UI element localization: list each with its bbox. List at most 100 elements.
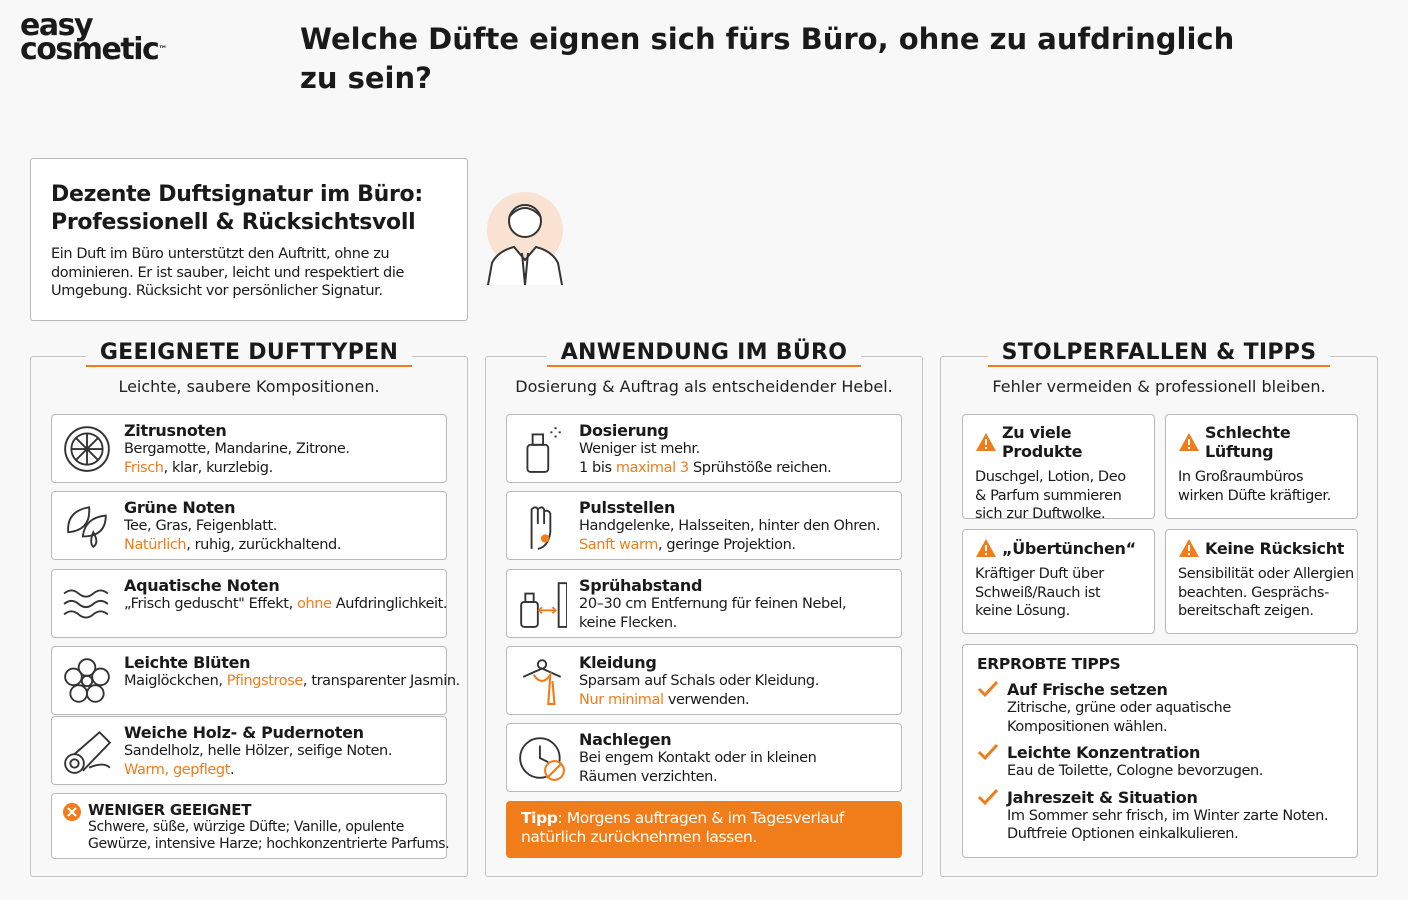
check-icon [977, 788, 999, 805]
warning-icon [1179, 433, 1199, 451]
icon [517, 733, 567, 787]
tip-item: Jahreszeit & Situation Im Sommer sehr fri… [977, 788, 1343, 844]
item-title: Sprühabstand [579, 576, 703, 595]
column: GEEIGNETE DUFTTYPEN Leichte, saubere Komp… [30, 340, 468, 877]
pitfall-card: Keine Rücksicht Sensibilität oder Allergi… [1165, 529, 1358, 634]
logo-text: cosmetic [20, 32, 160, 67]
text-line: Nur minimal verwenden. [579, 691, 819, 710]
item-text: Leichte Blüten Maiglöckchen, Pfingstrose,… [124, 653, 460, 691]
logo: easy cosmetic™ [20, 8, 168, 65]
tip-label: Tipp [521, 809, 558, 827]
warning [1178, 432, 1200, 452]
icon-graphic [530, 506, 552, 550]
item-title: Pulsstellen [579, 498, 676, 517]
pitfall-card: „Übertünchen“ Kräftiger Duft über Schweiß/… [962, 529, 1155, 634]
text-line: Schwere, süße, würzige Düfte; Vanille, o… [88, 819, 404, 835]
item-title: Zitrusnoten [124, 421, 227, 440]
pitfall-heading: Zu viele Produkte [975, 423, 1142, 461]
text-line: Sandelholz, helle Hölzer, seifige Noten. [124, 742, 392, 761]
logo-tm: ™ [158, 45, 168, 55]
pitfall-lines: Kräftiger Duft über Schweiß/Rauch ist kein… [975, 565, 1142, 621]
icon [62, 726, 112, 780]
text-line: keine Lösung. [975, 603, 1070, 619]
pitfall-title: Zu viele Produkte [1002, 423, 1083, 461]
intro-title: Dezente Duftsignatur im Büro: Professione… [51, 181, 423, 237]
highlight: Warm, gepflegt [124, 761, 231, 778]
tip-item: Leichte Konzentration Eau de Toilette, Co… [977, 743, 1343, 781]
text-line: Weniger ist mehr. [579, 440, 831, 459]
text-line: wirken Düfte kräftiger. [1178, 487, 1331, 504]
warning [975, 432, 997, 452]
item-text: Sprühabstand 20–30 cm Entfernung für fein… [579, 576, 847, 633]
icon [517, 424, 567, 478]
text: Weniger ist mehr. [579, 441, 700, 457]
text: 20–30 cm Entfernung für feinen Nebel, [579, 596, 847, 612]
column-subtitle: Leichte, saubere Kompositionen. [118, 377, 380, 396]
check [977, 788, 999, 810]
text-line: 1 bis maximal 3 Sprühstöße reichen. [579, 459, 832, 478]
item-text: Grüne Noten Tee, Gras, Feigenblatt. Natürl… [124, 498, 341, 554]
item-title: Kleidung [579, 653, 657, 672]
text: keine Flecken. [579, 614, 677, 631]
page-title: Welche Düfte eignen sich fürs Büro, ohne… [300, 22, 1235, 95]
icon [62, 656, 112, 710]
item-title: Leichte Blüten [124, 653, 251, 672]
text-line: Natürlich, ruhig, zurückhaltend. [124, 536, 341, 555]
logo-line: easy [20, 8, 94, 43]
text-line: Schweiß/Rauch ist [975, 584, 1101, 601]
text: Sparsam auf Schals oder Kleidung. [579, 673, 819, 689]
text: Maiglöckchen, [124, 673, 227, 689]
column-title: STOLPERFALLEN & TIPPS [941, 340, 1377, 367]
pitfall-title: „Übertünchen“ [1002, 538, 1136, 558]
text: Tee, Gras, Feigenblatt. [124, 518, 278, 534]
text-line: Zitrische, grüne oder aquatische [1007, 700, 1231, 716]
icon [517, 501, 567, 555]
text: , ruhig, zurückhaltend. [186, 536, 342, 553]
item-text: Pulsstellen Handgelenke, Halsseiten, hint… [579, 498, 880, 554]
text: Räumen verzichten. [579, 768, 718, 785]
item-text: Dosierung Weniger ist mehr. 1 bis maximal … [579, 421, 832, 478]
tip-item-title: Leichte Konzentration [1007, 743, 1201, 762]
check-icon [977, 680, 999, 698]
icon-graphic [526, 427, 561, 473]
icon-graphic [64, 658, 110, 703]
icon-graphic [67, 506, 107, 549]
x-graphic [63, 803, 81, 821]
highlight: Pfingstrose [226, 673, 304, 689]
warning-icon [976, 433, 996, 451]
text: 1 bis [579, 459, 616, 476]
column-title-text: STOLPERFALLEN & TIPPS [987, 340, 1331, 367]
item-text: Nachlegen Bei engem Kontakt oder in klein… [579, 730, 817, 786]
text-line: Gewürze, intensive Harze; hochkonzentrie… [88, 836, 450, 852]
item-title: Weiche Holz- & Pudernoten [124, 723, 364, 742]
highlight: Frisch [124, 459, 164, 476]
icon [517, 579, 568, 633]
warning-lines: Schwere, süße, würzige Düfte; Vanille, o… [88, 819, 450, 853]
pitfall-title: Schlechte Lüftung [1205, 423, 1291, 461]
item-text: Zitrusnoten Bergamotte, Mandarine, Zitron… [124, 421, 350, 477]
item-card: Grüne Noten Tee, Gras, Feigenblatt. Natürl… [51, 491, 447, 560]
text-line: sich zur Duftwolke. [975, 506, 1106, 522]
icon-graphic [63, 589, 109, 619]
icon-graphic [519, 737, 565, 781]
text: , geringe Projektion. [658, 536, 796, 553]
item-title: Grüne Noten [124, 498, 236, 517]
text-line: Duschgel, Lotion, Deo [975, 469, 1126, 485]
tip-item-title: Jahreszeit & Situation [1007, 787, 1198, 807]
item-title: Dosierung [579, 421, 669, 440]
text-line: Bergamotte, Mandarine, Zitrone. [124, 440, 350, 459]
item-title: Aquatische Noten [124, 576, 280, 595]
icon [62, 501, 112, 555]
item-card: Dosierung Weniger ist mehr. 1 bis maximal … [506, 414, 902, 483]
pitfall-heading: Keine Rücksicht [1178, 538, 1345, 558]
text-line: Sparsam auf Schals oder Kleidung. [579, 672, 819, 691]
pitfall-title: Keine Rücksicht [1205, 538, 1345, 558]
text-line: beachten. Gesprächs- [1178, 584, 1329, 601]
item-card: Weiche Holz- & Pudernoten Sandelholz, hel… [51, 716, 447, 785]
text-line: keine Flecken. [579, 614, 846, 633]
item-card: Sprühabstand 20–30 cm Entfernung für fein… [506, 569, 902, 638]
text-line: Umgebung. Rücksicht vor persönlicher Sig… [51, 283, 383, 299]
highlight: Natürlich [124, 536, 187, 553]
text-line: dominieren. Er ist sauber, leicht und re… [51, 264, 404, 281]
text: Bergamotte, Mandarine, Zitrone. [124, 441, 350, 457]
